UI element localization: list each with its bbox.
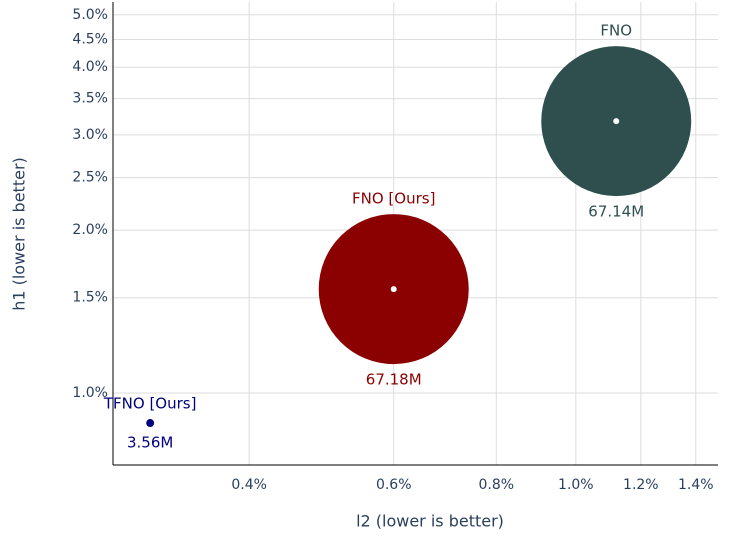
series-label: FNO <box>600 22 632 40</box>
series-label: FNO [Ours] <box>352 190 435 208</box>
size-label: 67.18M <box>366 371 422 389</box>
x-tick-label: 0.6% <box>376 477 412 493</box>
x-tick-label: 1.4% <box>678 477 714 493</box>
x-tick-label: 1.0% <box>558 477 594 493</box>
y-tick-label: 5.0% <box>72 7 108 23</box>
size-label: 3.56M <box>127 433 173 451</box>
y-tick-label: 3.0% <box>72 127 108 143</box>
x-tick-label: 0.4% <box>231 477 267 493</box>
x-tick-label: 0.8% <box>478 477 514 493</box>
y-tick-label: 3.5% <box>72 91 108 107</box>
y-tick-label: 4.0% <box>72 59 108 75</box>
x-axis-title: l2 (lower is better) <box>356 512 504 531</box>
x-tick-label: 1.2% <box>623 477 659 493</box>
y-tick-label: 2.0% <box>72 222 108 238</box>
y-tick-label: 4.5% <box>72 32 108 48</box>
y-tick-label: 2.5% <box>72 170 108 186</box>
series-label: TFNO [Ours] <box>103 395 197 413</box>
bubble <box>146 419 155 427</box>
y-tick-label: 1.5% <box>72 290 108 306</box>
size-label: 67.14M <box>588 203 644 221</box>
center-dot <box>613 118 620 125</box>
y-axis-title: h1 (lower is better) <box>10 157 29 311</box>
y-tick-label: 1.0% <box>72 385 108 401</box>
center-dot <box>390 286 397 293</box>
